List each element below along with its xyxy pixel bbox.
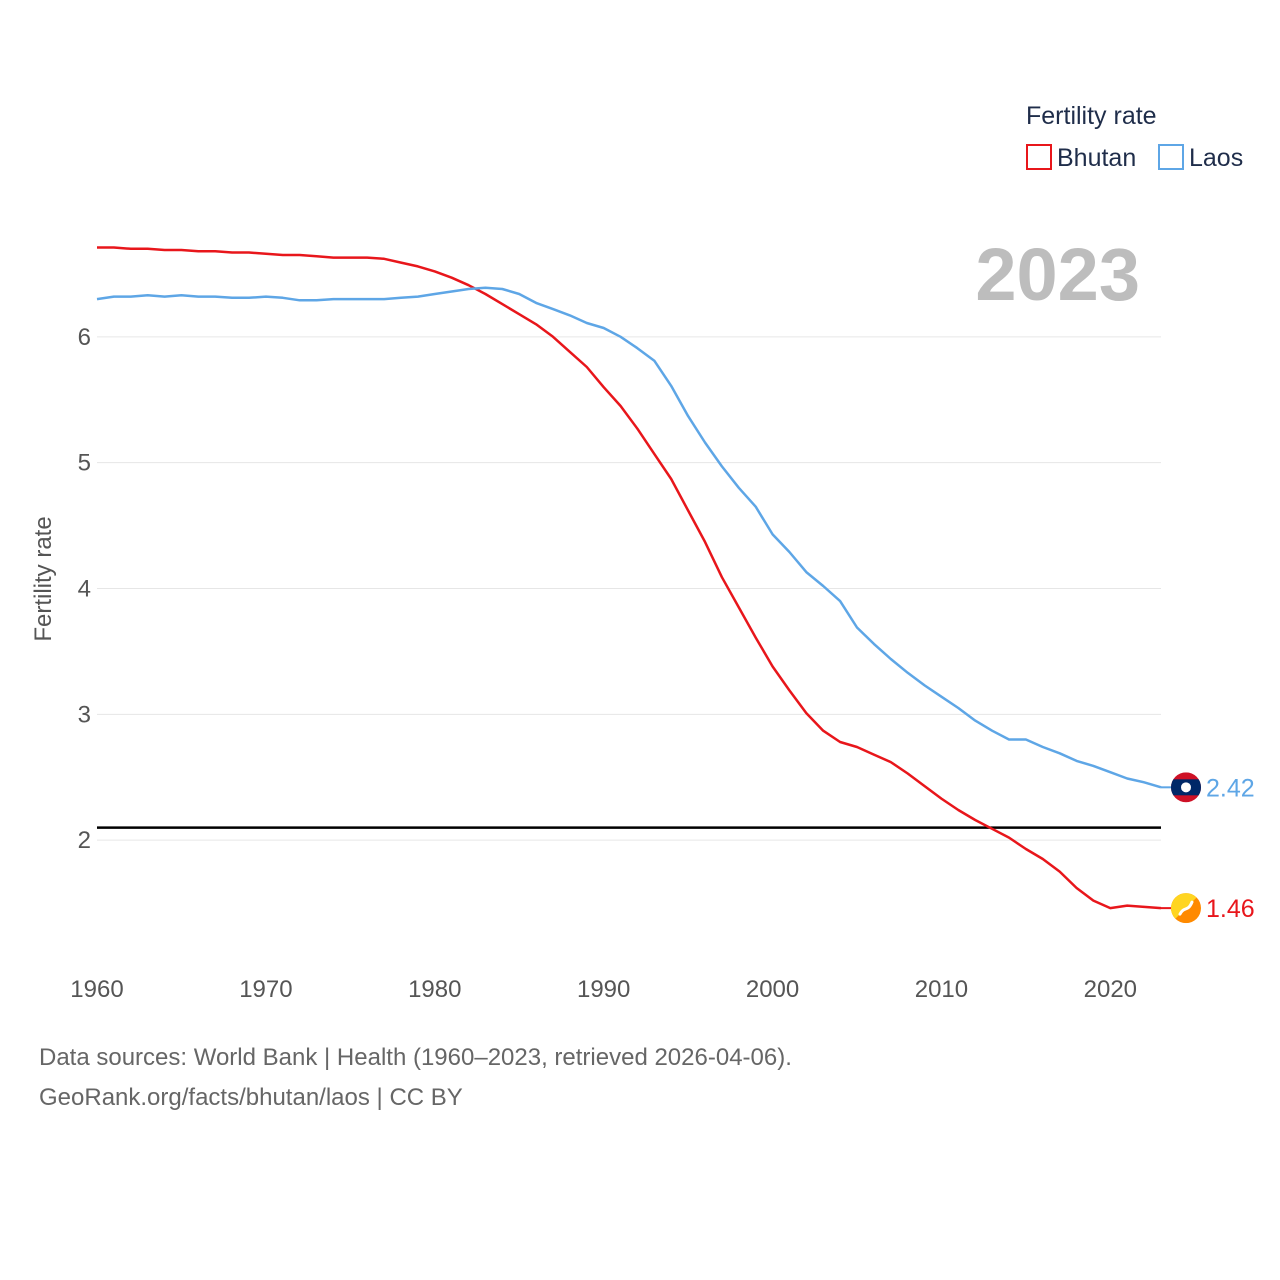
current-year-label: 2023 [975, 233, 1140, 316]
y-tick-label-6: 6 [78, 324, 91, 351]
bhutan-flag-icon [1171, 893, 1201, 924]
x-tick-label-1990: 1990 [577, 976, 630, 1003]
end-value-label-laos: 2.42 [1206, 774, 1255, 802]
footer-attribution-link[interactable]: GeoRank.org/facts/bhutan/laos | CC BY [39, 1084, 463, 1111]
series-lines [96, 246, 1162, 910]
legend-swatch-bhutan[interactable] [1026, 144, 1052, 170]
x-tick-label-2020: 2020 [1084, 976, 1137, 1003]
end-value-label-bhutan: 1.46 [1206, 895, 1255, 923]
x-tick-label-1980: 1980 [408, 976, 461, 1003]
y-tick-label-4: 4 [78, 576, 91, 603]
laos-flag-icon [1171, 772, 1201, 803]
y-tick-label-2: 2 [78, 827, 91, 854]
x-tick-label-2010: 2010 [915, 976, 968, 1003]
x-tick-label-1960: 1960 [70, 976, 123, 1003]
series-line-laos[interactable] [96, 286, 1162, 789]
y-tick-label-3: 3 [78, 701, 91, 728]
x-tick-label-1970: 1970 [239, 976, 292, 1003]
legend-label-laos[interactable]: Laos [1189, 144, 1243, 172]
y-axis-title: Fertility rate [30, 516, 57, 641]
series-line-bhutan[interactable] [97, 246, 1162, 910]
legend-label-bhutan[interactable]: Bhutan [1057, 144, 1136, 172]
end-markers: 1.46 2.42 [1161, 772, 1255, 924]
legend: Fertility rate Bhutan Laos [1026, 102, 1243, 172]
legend-swatch-laos[interactable] [1158, 144, 1184, 170]
x-tick-labels: 1960 1970 1980 1990 2000 2010 2020 [70, 976, 1137, 1003]
y-tick-label-5: 5 [78, 450, 91, 477]
grid-lines [97, 336, 1161, 841]
x-tick-label-2000: 2000 [746, 976, 799, 1003]
footer-data-sources: Data sources: World Bank | Health (1960–… [39, 1044, 792, 1071]
y-tick-labels: 2 3 4 5 6 [78, 324, 91, 854]
legend-title: Fertility rate [1026, 102, 1157, 130]
